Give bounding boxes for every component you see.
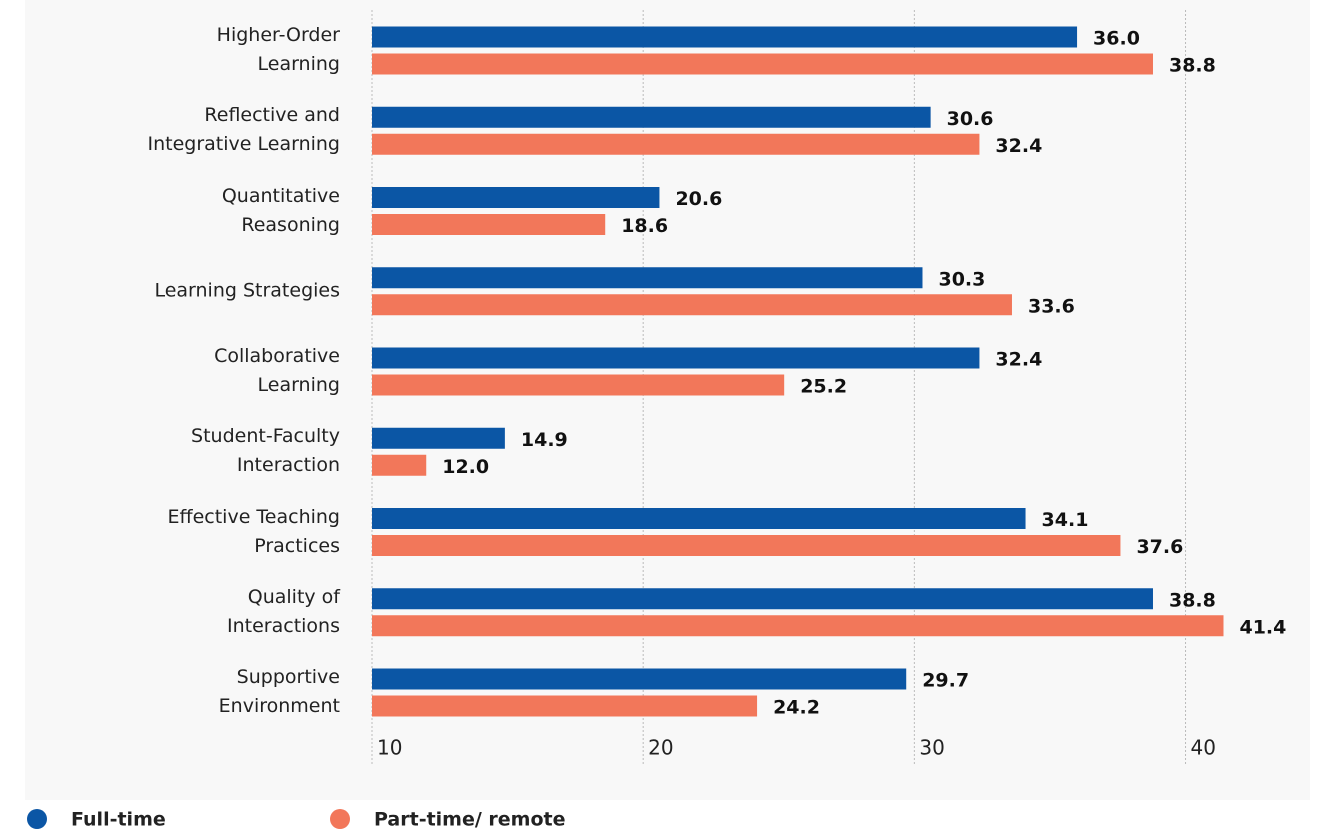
category-label: Higher-Order Learning	[216, 24, 340, 75]
bar	[372, 133, 980, 155]
bar	[372, 294, 1012, 316]
category-label: Quality of Interactions	[227, 585, 340, 637]
value-label: 14.9	[521, 429, 568, 451]
bar	[372, 695, 758, 717]
x-tick-label: 30	[919, 736, 944, 760]
bar	[372, 588, 1153, 610]
value-label: 32.4	[995, 135, 1042, 157]
value-label: 20.6	[675, 188, 722, 210]
legend-label: Part-time/ remote	[374, 809, 565, 831]
value-label: 32.4	[995, 349, 1042, 371]
legend-marker	[330, 809, 350, 829]
bar	[372, 187, 660, 208]
legend-label: Full-time	[71, 809, 166, 831]
value-label: 30.6	[947, 108, 994, 130]
category-label: Learning Strategies	[154, 279, 340, 302]
category-label: Supportive Environment	[218, 666, 340, 717]
plot-background	[25, 0, 1310, 800]
bar	[372, 214, 606, 235]
value-label: 38.8	[1169, 589, 1216, 611]
bar	[372, 374, 785, 396]
value-label: 25.2	[800, 376, 847, 398]
bar	[372, 668, 907, 690]
value-label: 36.0	[1093, 28, 1140, 50]
bar	[372, 53, 1153, 75]
bar	[372, 26, 1078, 48]
bar	[372, 454, 427, 476]
category-label: Reflective and Integrative Learning	[147, 104, 341, 156]
value-label: 41.4	[1239, 616, 1286, 638]
category-label: Collaborative Learning	[214, 345, 340, 396]
bar	[372, 267, 923, 289]
value-label: 38.8	[1169, 55, 1216, 77]
value-label: 30.3	[938, 268, 985, 290]
value-label: 37.6	[1136, 536, 1183, 558]
x-tick-label: 10	[377, 736, 402, 760]
value-label: 24.2	[773, 697, 820, 719]
bar	[372, 535, 1121, 556]
legend-marker	[27, 809, 47, 829]
value-label: 29.7	[922, 670, 969, 692]
value-label: 12.0	[442, 456, 489, 478]
bar	[372, 106, 931, 128]
value-label: 33.6	[1028, 295, 1075, 317]
bar	[372, 508, 1026, 529]
category-label: Student-Faculty Interaction	[191, 425, 340, 477]
category-label: Effective Teaching Practices	[167, 505, 340, 557]
value-label: 34.1	[1042, 509, 1089, 531]
bar	[372, 427, 505, 449]
value-label: 18.6	[621, 215, 668, 237]
category-label: Quantitative Reasoning	[221, 184, 340, 236]
bar	[372, 615, 1224, 637]
x-tick-label: 40	[1191, 736, 1216, 760]
bar	[372, 347, 980, 369]
x-tick-label: 20	[648, 736, 673, 760]
